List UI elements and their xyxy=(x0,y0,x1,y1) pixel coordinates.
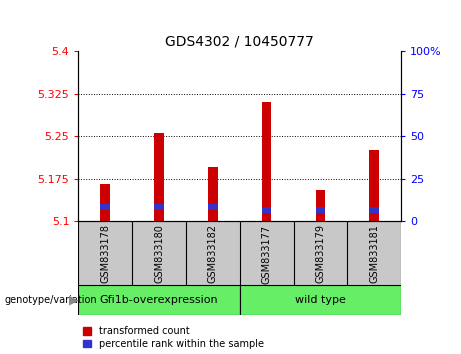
Bar xyxy=(315,207,325,213)
Bar xyxy=(315,190,325,221)
Text: GSM833177: GSM833177 xyxy=(261,224,272,284)
Title: GDS4302 / 10450777: GDS4302 / 10450777 xyxy=(165,35,314,49)
Legend: transformed count, percentile rank within the sample: transformed count, percentile rank withi… xyxy=(83,326,264,349)
Text: GSM833178: GSM833178 xyxy=(100,224,110,284)
Text: GSM833182: GSM833182 xyxy=(208,224,218,284)
Bar xyxy=(262,207,272,213)
Bar xyxy=(369,150,379,221)
Bar xyxy=(154,133,164,221)
Bar xyxy=(154,204,164,210)
Text: Gfi1b-overexpression: Gfi1b-overexpression xyxy=(100,295,219,305)
Text: GSM833180: GSM833180 xyxy=(154,224,164,283)
Bar xyxy=(369,207,379,213)
Text: GSM833179: GSM833179 xyxy=(315,224,325,284)
Bar xyxy=(240,285,401,315)
Bar xyxy=(208,204,218,210)
Text: GSM833181: GSM833181 xyxy=(369,224,379,283)
Bar xyxy=(100,184,110,221)
Bar xyxy=(262,102,272,221)
Bar xyxy=(78,285,240,315)
Bar xyxy=(208,167,218,221)
Text: wild type: wild type xyxy=(295,295,346,305)
Text: ▶: ▶ xyxy=(69,293,79,307)
Bar xyxy=(100,204,110,210)
Text: genotype/variation: genotype/variation xyxy=(5,295,97,305)
